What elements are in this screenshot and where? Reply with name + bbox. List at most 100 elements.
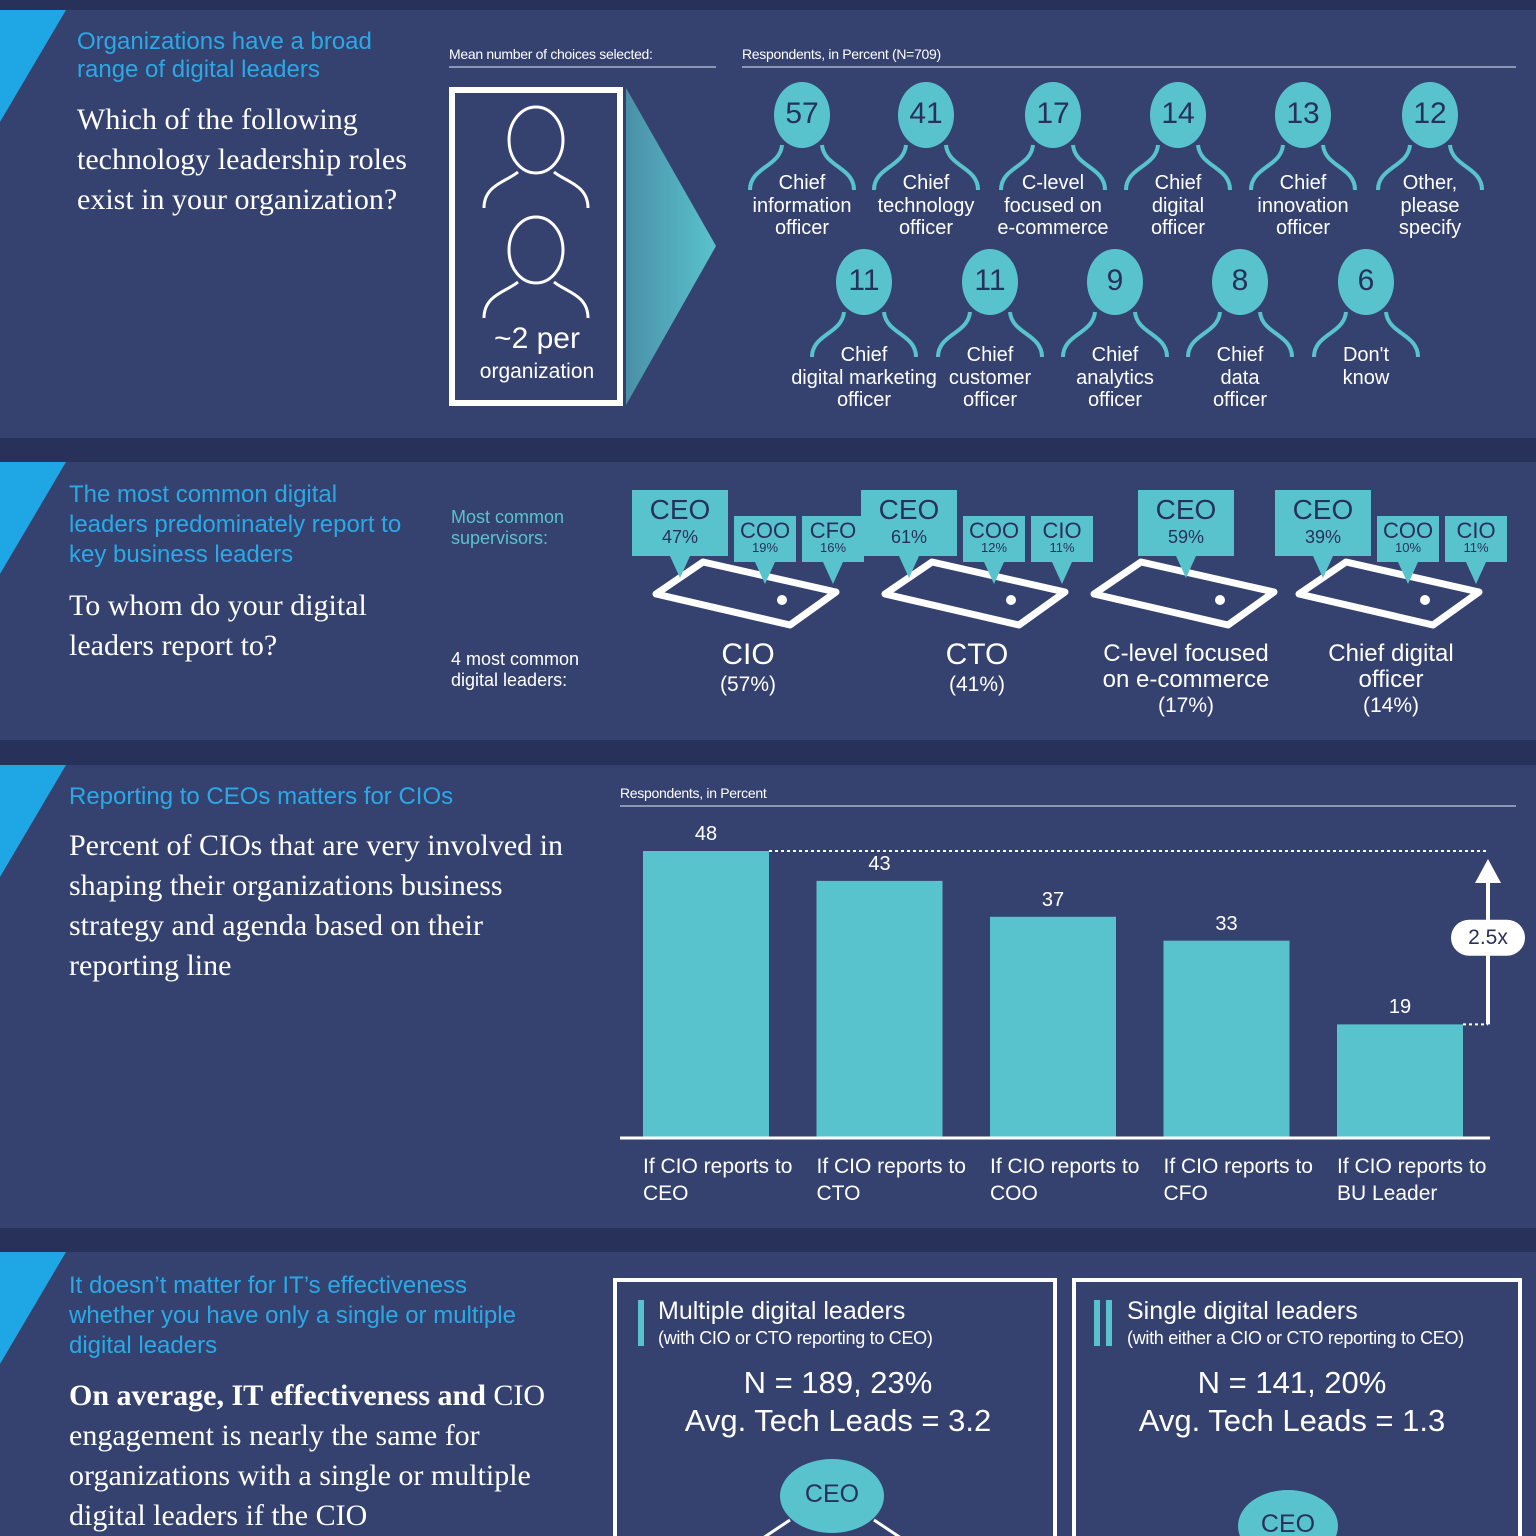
box-n: N = 189, 23% xyxy=(743,1365,933,1400)
label: Mean number of choices selected: xyxy=(449,46,653,62)
person-shoulders xyxy=(1186,311,1294,358)
role-label: officer xyxy=(1087,389,1143,411)
tablet-button xyxy=(1215,595,1225,605)
role-value: 13 xyxy=(1286,97,1320,130)
supervisor-pct: 16% xyxy=(819,540,847,555)
lead: On average, IT effectiveness and xyxy=(69,1379,486,1412)
role-label: digital marketing xyxy=(791,366,937,389)
person-shoulders xyxy=(1376,144,1484,191)
bubble-pointer xyxy=(755,562,775,584)
role-label: officer xyxy=(1212,389,1268,411)
role-label: focused on xyxy=(1004,194,1102,217)
person-head xyxy=(774,82,830,148)
supervisor-role: CEO xyxy=(878,494,940,525)
supervisor-bubble xyxy=(1445,516,1507,562)
label: Respondents, in Percent xyxy=(620,785,767,801)
role-label: Chief xyxy=(1091,344,1139,366)
bar xyxy=(990,916,1116,1138)
person-shoulders xyxy=(810,311,918,358)
box-avg: Avg. Tech Leads = 3.2 xyxy=(684,1403,992,1438)
person-shoulders xyxy=(1124,144,1232,191)
supervisor-pct: 12% xyxy=(980,540,1008,555)
role-label: Chief xyxy=(1154,172,1202,194)
supervisor-pct: 39% xyxy=(1304,527,1342,547)
mean-box xyxy=(449,87,623,406)
supervisor-role: CIO xyxy=(1042,518,1082,543)
label: Respondents, in Percent (N=709) xyxy=(742,46,941,62)
role-label: officer xyxy=(962,389,1018,411)
role-label: information xyxy=(752,194,852,217)
section-marker xyxy=(0,765,66,877)
role-value: 9 xyxy=(1106,264,1124,297)
section-bg xyxy=(0,1252,1536,1536)
role-label: officer xyxy=(1150,217,1206,239)
bar xyxy=(1337,1024,1463,1138)
role-label: innovation xyxy=(1257,194,1349,217)
supervisor-bubble xyxy=(861,490,957,556)
role-label: Chief xyxy=(778,172,826,194)
role-label: Other, xyxy=(1402,172,1458,194)
role-label: C-level xyxy=(1021,172,1085,194)
supervisor-role: CFO xyxy=(809,518,857,543)
headline: It doesn’t matter for IT’s effectiveness… xyxy=(69,1272,516,1359)
supervisor-pct: 11% xyxy=(1049,540,1075,555)
role-label: Chief xyxy=(902,172,950,194)
leader-name: officer xyxy=(1358,666,1424,693)
x-tick-label: If CIO reports to CEO xyxy=(643,1155,793,1205)
annotation: 2.5x xyxy=(1468,925,1508,949)
arrow-head xyxy=(1475,859,1501,883)
supervisor-role: COO xyxy=(968,518,1020,543)
role-label: e-commerce xyxy=(997,217,1109,239)
role-value: 8 xyxy=(1231,264,1249,297)
person-head xyxy=(1338,249,1394,315)
role-label: know xyxy=(1342,366,1390,389)
role-label: officer xyxy=(1275,217,1331,239)
org-node-label: CEO xyxy=(1260,1510,1316,1536)
role-label: Chief xyxy=(966,344,1014,366)
role-value: 11 xyxy=(974,264,1006,297)
tablet-button xyxy=(777,595,787,605)
person-shoulders xyxy=(1312,311,1420,358)
leader-share: (17%) xyxy=(1157,694,1215,717)
role-value: 41 xyxy=(909,97,943,130)
box-avg: Avg. Tech Leads = 1.3 xyxy=(1138,1403,1446,1438)
tablet xyxy=(881,558,1069,629)
box-title: Single digital leaders xyxy=(1127,1297,1358,1325)
x-tick-label: If CIO reports to BU Leader xyxy=(1337,1155,1487,1205)
box-n: N = 141, 20% xyxy=(1197,1365,1387,1400)
bubble-pointer xyxy=(823,562,843,584)
supervisor-role: CIO xyxy=(1456,518,1496,543)
person-icons xyxy=(482,105,590,319)
supervisor-bubble xyxy=(1031,516,1093,562)
role-label: officer xyxy=(836,389,892,411)
role-label: digital xyxy=(1151,194,1205,217)
data-label: 33 xyxy=(1215,912,1238,935)
supervisor-pct: 59% xyxy=(1167,527,1205,547)
bubble-pointer xyxy=(1176,556,1196,578)
supervisor-pct: 47% xyxy=(661,527,699,547)
box xyxy=(1072,1278,1522,1536)
leader-share: (14%) xyxy=(1362,694,1420,717)
bar xyxy=(1163,940,1290,1138)
paragraph: On average, IT effectiveness and CIO eng… xyxy=(69,1376,559,1536)
bubble-pointer xyxy=(1466,562,1486,584)
person-shoulders xyxy=(999,144,1107,191)
tablet xyxy=(652,558,840,629)
tablet xyxy=(1090,558,1278,629)
data-label: 48 xyxy=(694,823,718,845)
supervisor-role: CEO xyxy=(1292,494,1354,525)
role-label: Chief xyxy=(840,344,888,366)
box-title: Multiple digital leaders xyxy=(658,1297,906,1325)
role-value: 14 xyxy=(1161,97,1195,130)
section-marker xyxy=(0,1252,66,1364)
section-bg xyxy=(0,10,1536,438)
leader-name: C-level focused xyxy=(1103,640,1269,667)
role-label: data xyxy=(1220,366,1260,389)
org-node xyxy=(780,1459,884,1533)
question: To whom do your digital leaders report t… xyxy=(69,589,367,662)
bubble-pointer xyxy=(1052,562,1072,584)
leader-name: CTO xyxy=(945,638,1009,671)
role-value: 17 xyxy=(1036,97,1070,130)
headline: The most common digital leaders predomin… xyxy=(69,481,402,568)
